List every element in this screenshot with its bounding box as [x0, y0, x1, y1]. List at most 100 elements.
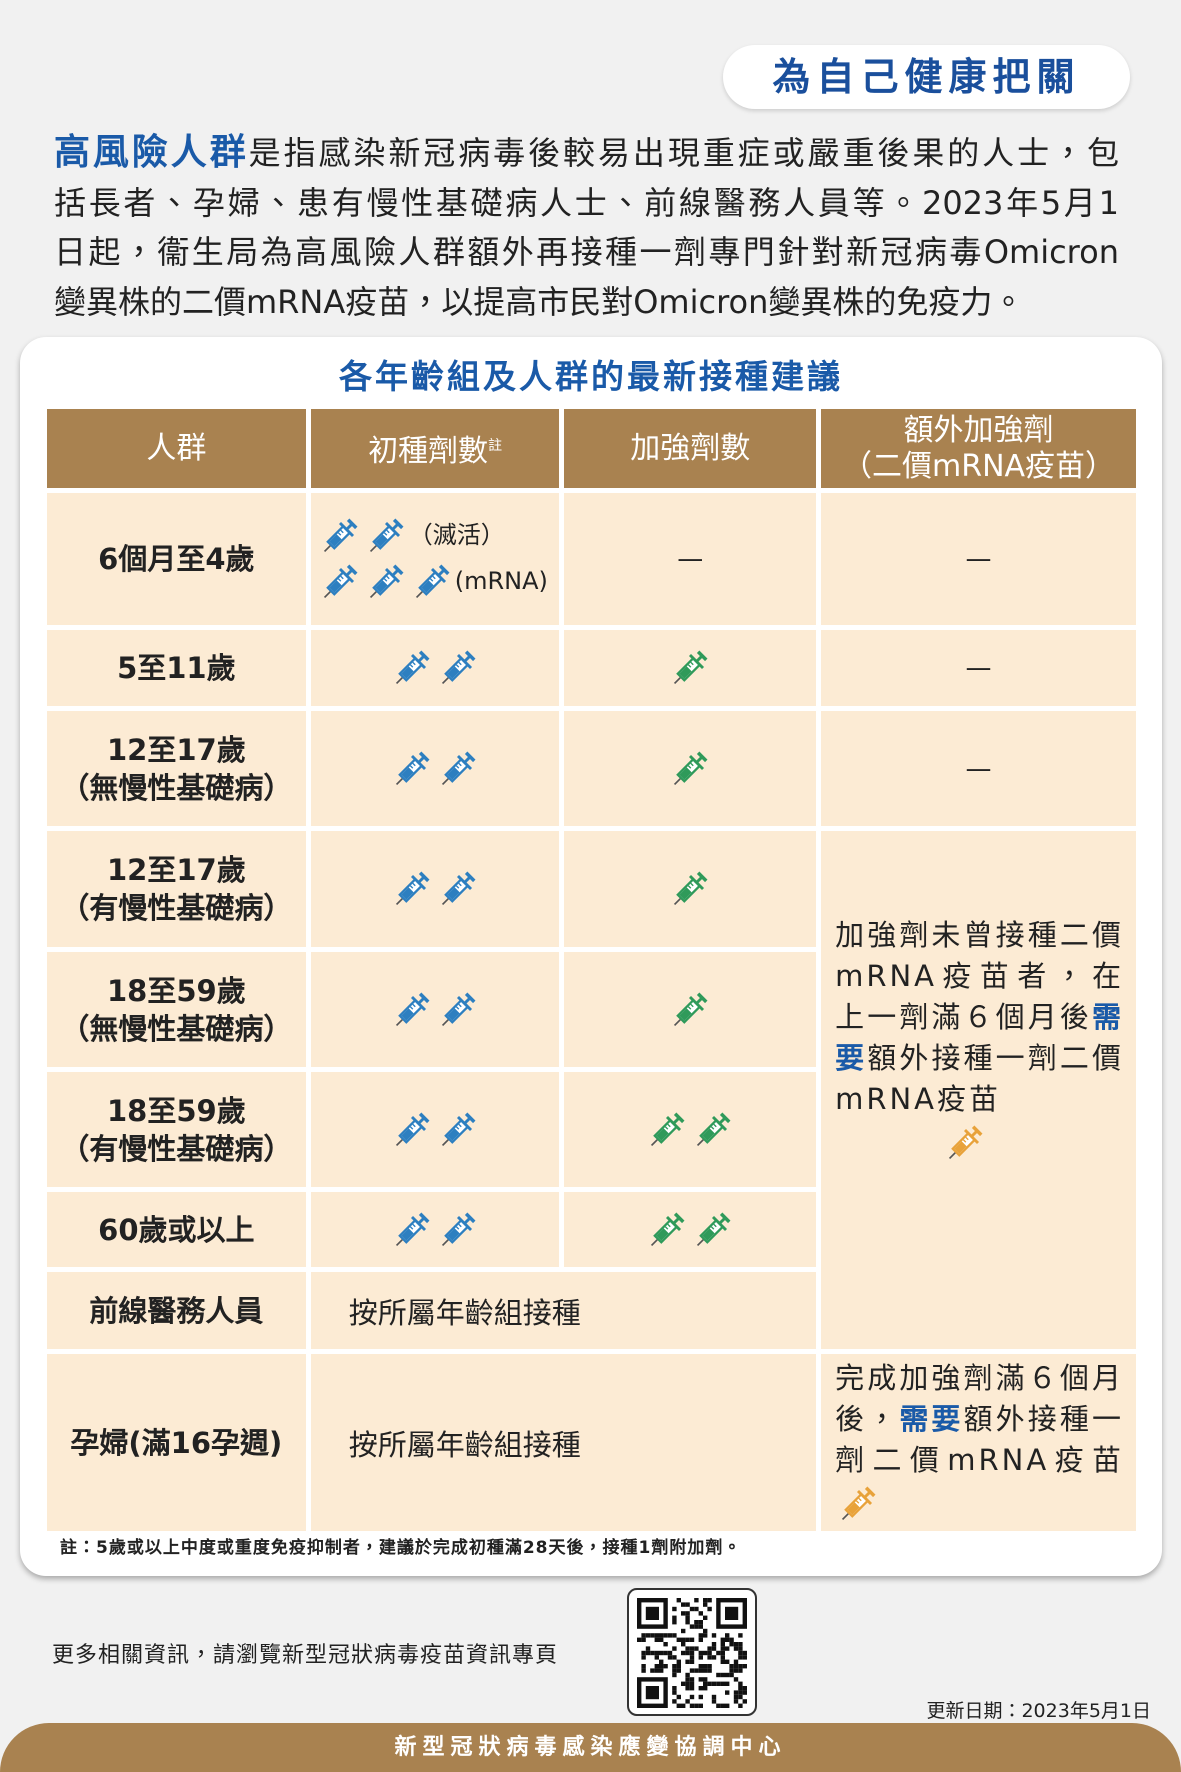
- qr-module: [681, 1628, 686, 1634]
- qr-module: [703, 1615, 708, 1620]
- syringe-icon: [363, 559, 409, 605]
- syringe-icon: [435, 746, 481, 792]
- qr-module: [716, 1672, 721, 1678]
- qr-module: [676, 1637, 681, 1642]
- qr-module: [689, 1677, 695, 1682]
- syringe-icon: [942, 1120, 988, 1166]
- group-cell: 18至59歲 （無慢性基礎病）: [47, 952, 306, 1067]
- qr-module: [654, 1650, 659, 1656]
- syringe-icon: [690, 1207, 736, 1253]
- badge: 為自己健康把關: [723, 45, 1130, 109]
- qr-module: [645, 1650, 651, 1656]
- qr-module: [676, 1668, 681, 1673]
- qr-module: [742, 1655, 747, 1660]
- syringe-icon: [644, 1207, 690, 1253]
- qr-module: [694, 1703, 699, 1708]
- qr-module: [725, 1637, 730, 1642]
- qr-module: [703, 1664, 708, 1669]
- qr-module: [667, 1655, 673, 1660]
- more-info: 更多相關資訊，請瀏覽新型冠狀病毒疫苗資訊專頁: [52, 1643, 559, 1668]
- booster-cell: [564, 1192, 817, 1267]
- qr-module: [676, 1694, 681, 1700]
- qr-module: [733, 1646, 739, 1651]
- qr-module: [729, 1672, 734, 1678]
- qr-module: [738, 1694, 743, 1700]
- qr-module: [681, 1703, 686, 1708]
- qr-module: [689, 1624, 695, 1629]
- qr-module: [685, 1620, 690, 1625]
- row: 60歲或以上: [47, 1192, 1136, 1267]
- qr-module: [663, 1650, 668, 1656]
- qr-module: [654, 1633, 659, 1638]
- qr-module: [698, 1703, 703, 1708]
- qr-module: [738, 1681, 743, 1686]
- qr-module: [685, 1602, 690, 1607]
- group-cell: 6個月至4歲: [47, 493, 306, 625]
- header-row: 人群 初種劑數註 加強劑數 額外加強劑 （二價mRNA疫苗）: [47, 409, 1136, 488]
- note-mark: 註: [488, 437, 503, 454]
- header-cell: 加強劑數: [564, 409, 817, 488]
- row: 5至11歲 —: [47, 630, 1136, 706]
- qr-module: [685, 1672, 690, 1678]
- qr-module: [689, 1650, 695, 1656]
- row: 12至17歲 （無慢性基礎病） —: [47, 711, 1136, 826]
- group-text: 18至59歲: [107, 973, 246, 1008]
- booster-cell: —: [564, 493, 817, 625]
- qr-module: [694, 1598, 699, 1603]
- syringe-icon: [835, 1481, 881, 1527]
- syringe-icon: [389, 1207, 435, 1253]
- primary-cell: [310, 1192, 560, 1267]
- qr-module: [698, 1633, 703, 1638]
- qr-module: [720, 1703, 725, 1708]
- update-date: 更新日期：2023年5月1日: [926, 1700, 1151, 1722]
- qr-module: [654, 1664, 659, 1669]
- dose-line: (mRNA): [317, 559, 560, 605]
- qr-module: [698, 1620, 703, 1625]
- vaccine-label: (mRNA): [454, 567, 548, 595]
- qr-module: [676, 1664, 681, 1669]
- qr-module: [716, 1703, 721, 1708]
- qr-module: [641, 1664, 646, 1669]
- qr-module: [659, 1668, 664, 1673]
- extra-cell: 加強劑未曾接種二價mRNA疫苗者，在上一劑滿６個月後需要額外接種一劑二價mRNA…: [821, 831, 1136, 1349]
- qr-module: [645, 1686, 659, 1700]
- qr-module: [698, 1686, 703, 1691]
- qr-module: [703, 1681, 708, 1686]
- group-text: 12至17歲: [107, 732, 246, 767]
- qr-module: [672, 1664, 677, 1669]
- qr-module: [725, 1681, 730, 1686]
- syringe-icon: [409, 559, 455, 605]
- syringe-icon: [389, 866, 435, 912]
- extra-cell: —: [821, 493, 1136, 625]
- qr-module: [742, 1650, 747, 1656]
- group-text: （無慢性基礎病）: [60, 770, 293, 805]
- syringe-icon: [363, 513, 409, 559]
- qr-module: [654, 1655, 659, 1660]
- syringe-icon: [690, 1107, 736, 1153]
- header-text: （二價mRNA疫苗）: [842, 448, 1116, 484]
- qr-module: [654, 1637, 659, 1642]
- group-text: （有慢性基礎病）: [60, 891, 293, 925]
- qr-module: [733, 1642, 739, 1647]
- header-cell: 額外加強劑 （二價mRNA疫苗）: [821, 409, 1136, 488]
- syringe-icon: [644, 1107, 690, 1153]
- qr-code[interactable]: [627, 1588, 757, 1716]
- qr-module: [645, 1606, 659, 1620]
- qr-module: [681, 1611, 686, 1616]
- syringe-icon: [435, 987, 481, 1033]
- qr-module: [654, 1668, 659, 1673]
- intro-text: 是指感染新冠病毒後較易出現重症或嚴重後果的人士，包: [248, 134, 1119, 172]
- group-cell: 5至11歲: [47, 630, 306, 706]
- qr-module: [716, 1650, 721, 1656]
- qr-module: [733, 1668, 739, 1673]
- qr-module: [707, 1606, 712, 1612]
- qr-module: [733, 1677, 739, 1682]
- header-text: 額外加強劑: [903, 412, 1054, 448]
- qr-module: [672, 1672, 677, 1678]
- qr-module: [742, 1686, 747, 1691]
- qr-module: [729, 1664, 734, 1669]
- qr-module: [733, 1659, 739, 1664]
- qr-module: [685, 1611, 690, 1616]
- qr-module: [738, 1650, 743, 1656]
